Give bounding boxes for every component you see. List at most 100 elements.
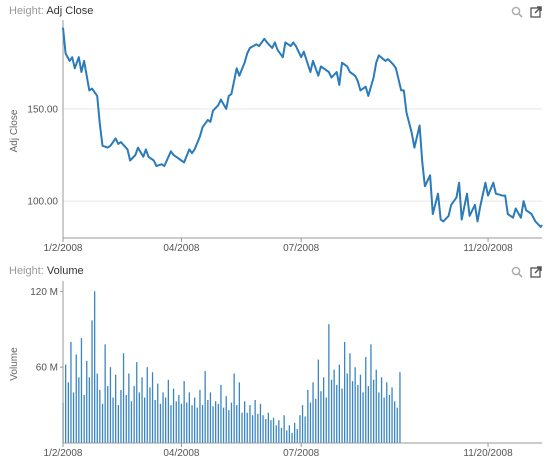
volume-bar xyxy=(154,400,156,443)
volume-bar xyxy=(112,397,114,443)
x-tick-label: 07/2008 xyxy=(283,243,320,254)
volume-bar xyxy=(104,344,106,443)
volume-bar xyxy=(249,405,251,443)
volume-bar xyxy=(120,389,122,443)
y-axis-title: Adj Close xyxy=(9,109,20,152)
volume-bar xyxy=(107,386,109,443)
volume-bar xyxy=(280,427,283,443)
x-tick-label: 04/2008 xyxy=(163,448,200,459)
volume-bar xyxy=(141,377,143,443)
y-tick-label: 60 M xyxy=(36,363,58,374)
volume-bar xyxy=(359,374,362,443)
volume-bar xyxy=(191,405,193,443)
popout-icon[interactable] xyxy=(530,6,542,18)
volume-bar xyxy=(101,403,104,443)
volume-bar xyxy=(315,398,317,443)
volume-bar xyxy=(99,389,101,443)
volume-bar xyxy=(199,389,201,443)
volume-bar xyxy=(130,401,133,443)
zoom-icon[interactable] xyxy=(511,266,523,278)
volume-bar xyxy=(109,367,112,443)
volume-bar xyxy=(370,344,372,443)
volume-bar xyxy=(328,324,330,443)
volume-bar xyxy=(278,420,280,443)
volume-bar xyxy=(317,359,319,443)
adj-close-series-line xyxy=(62,27,543,228)
volume-bar xyxy=(375,369,377,443)
volume-bar xyxy=(78,377,80,443)
volume-bar xyxy=(307,389,309,443)
volume-bar xyxy=(75,354,77,443)
x-tick-label: 11/20/2008 xyxy=(463,243,513,254)
volume-bar xyxy=(304,416,306,443)
volume-bar xyxy=(388,395,391,443)
volume-bar xyxy=(238,382,240,443)
volume-bar xyxy=(270,420,272,443)
volume-bar xyxy=(194,397,196,443)
volume-bar xyxy=(201,405,204,443)
volume-bar xyxy=(336,384,338,443)
volume-bar xyxy=(275,425,277,443)
volume-bar xyxy=(341,388,343,443)
volume-bar xyxy=(70,341,72,443)
volume-bar xyxy=(162,392,164,443)
adj-close-panel: Height: Adj Close xyxy=(9,5,542,18)
zoom-icon[interactable] xyxy=(511,6,523,18)
volume-bar xyxy=(386,382,388,443)
volume-bar xyxy=(283,415,285,443)
volume-bar xyxy=(312,382,314,443)
volume-bar xyxy=(333,369,335,443)
volume-bar xyxy=(233,373,235,443)
volume-bar xyxy=(288,425,290,443)
volume-bar xyxy=(209,392,212,443)
volume-bar xyxy=(354,367,356,443)
volume-bar xyxy=(167,379,169,443)
volume-bar xyxy=(88,377,90,443)
volume-bar xyxy=(146,367,148,443)
volume-bar xyxy=(149,387,151,443)
volume-bar xyxy=(254,400,256,443)
volume-bar xyxy=(144,397,146,443)
volume-bar xyxy=(344,341,346,443)
volume-bar xyxy=(188,392,190,443)
volume-bar xyxy=(175,401,177,443)
volume-bar xyxy=(180,403,183,443)
volume-bar xyxy=(259,403,262,443)
volume-bar xyxy=(373,379,375,443)
volume-bar xyxy=(225,396,227,443)
volume-bar xyxy=(262,415,264,443)
volume-bar xyxy=(151,372,154,443)
volume-bar xyxy=(217,403,219,443)
volume-bar xyxy=(222,407,225,443)
volume-bar xyxy=(246,412,248,443)
volume-bar xyxy=(117,405,119,443)
volume-bar xyxy=(165,397,167,443)
volume-bar xyxy=(220,384,222,443)
volume-bar xyxy=(207,400,209,443)
y-tick-label: 120 M xyxy=(30,287,58,298)
volume-bar xyxy=(338,364,340,443)
volume-bar xyxy=(96,373,98,443)
popout-icon[interactable] xyxy=(530,266,542,278)
volume-bar xyxy=(391,387,393,443)
volume-bar xyxy=(212,406,214,443)
volume-panel-title: Height: Volume xyxy=(9,265,84,277)
volume-bar xyxy=(183,381,185,443)
adj-close-panel-title: Height: Adj Close xyxy=(9,5,93,17)
x-tick-label: 04/2008 xyxy=(163,243,200,254)
volume-bar xyxy=(157,383,159,443)
volume-bar xyxy=(86,360,88,443)
volume-bar xyxy=(362,392,364,443)
x-tick-label: 07/2008 xyxy=(283,448,320,459)
volume-bar xyxy=(291,432,293,443)
volume-bar xyxy=(128,373,130,443)
volume-bar xyxy=(320,391,322,443)
volume-bar xyxy=(272,417,275,443)
adj-close-line-chart: 100.00 150.00 1/2/2008 04/2008 07/2008 11/20/… xyxy=(9,20,543,254)
x-tick-label: 11/20/2008 xyxy=(463,448,513,459)
volume-bar xyxy=(265,419,267,443)
y-tick-label: 150.00 xyxy=(27,104,58,115)
volume-bar xyxy=(122,353,125,443)
volume-bar xyxy=(138,392,140,443)
